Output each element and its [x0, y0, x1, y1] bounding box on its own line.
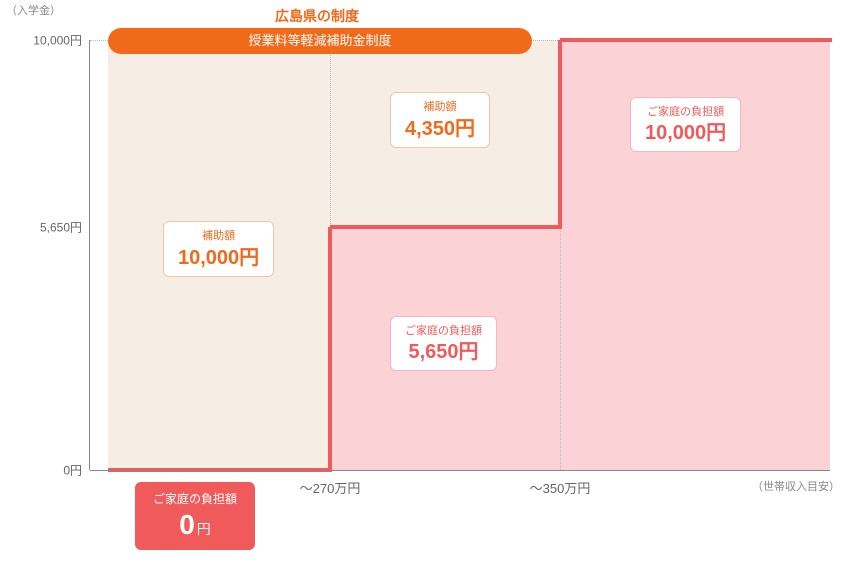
- value-box-label: 補助額: [405, 101, 475, 114]
- y-tick: 0円: [63, 462, 82, 479]
- burden-bottom-box: ご家庭の負担額 0円: [135, 482, 255, 550]
- value-box-amount: 5,650円: [408, 341, 478, 363]
- burden-step-segment: [560, 38, 832, 42]
- value-box-amount: 0円: [179, 509, 211, 540]
- value-box-label: ご家庭の負担額: [405, 325, 482, 338]
- x-tick: 〜270万円: [300, 478, 361, 497]
- y-axis-label: （入学金）: [6, 2, 61, 18]
- burden-value-box: ご家庭の負担額 10,000円: [630, 97, 741, 152]
- value-box-label: ご家庭の負担額: [153, 492, 237, 506]
- y-tick: 10,000円: [33, 32, 82, 49]
- value-box-amount: 4,350円: [405, 118, 475, 140]
- value-box-amount: 10,000円: [645, 122, 726, 144]
- header-pill: 授業料等軽減補助金制度: [108, 28, 532, 54]
- burden-step-segment: [558, 40, 562, 229]
- x-axis: [90, 470, 830, 471]
- subsidy-value-box: 補助額 4,350円: [390, 92, 490, 147]
- burden-step-segment: [330, 225, 562, 229]
- subsidy-value-box: 補助額 10,000円: [163, 221, 274, 276]
- y-tick: 5,650円: [40, 219, 82, 236]
- chart-area: 広島県の制度授業料等軽減補助金制度 補助額10,000円補助額4,350円ご家庭…: [90, 40, 830, 470]
- burden-value-box: ご家庭の負担額 5,650円: [390, 316, 497, 371]
- value-box-amount: 10,000円: [178, 247, 259, 269]
- header-title: 広島県の制度: [275, 6, 359, 26]
- burden-step-segment: [328, 227, 332, 472]
- x-tick: 〜350万円: [530, 478, 591, 497]
- y-axis: [89, 40, 90, 470]
- value-box-label: 補助額: [178, 230, 259, 243]
- x-axis-label: （世帯収入目安）: [752, 478, 840, 494]
- value-box-unit: 円: [197, 521, 211, 537]
- value-box-label: ご家庭の負担額: [645, 106, 726, 119]
